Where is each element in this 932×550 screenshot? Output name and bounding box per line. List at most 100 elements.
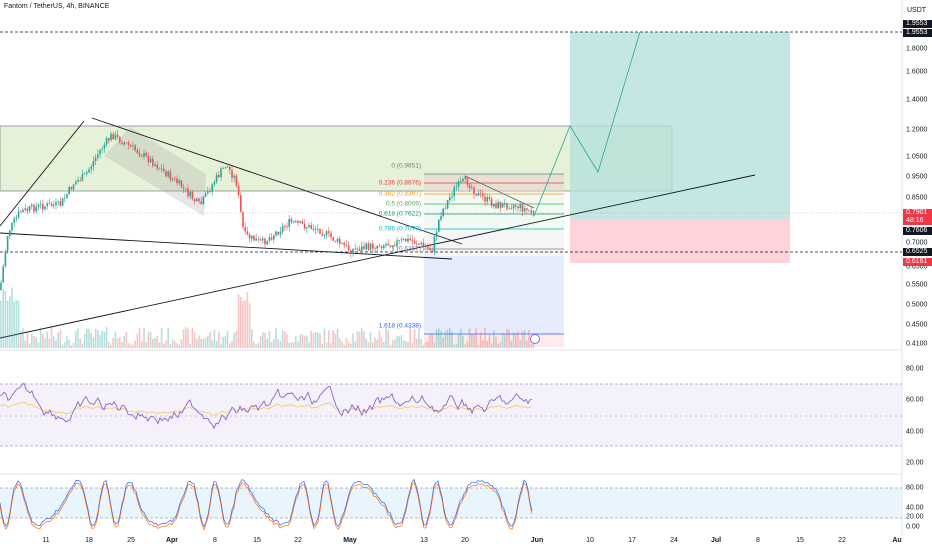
volume-bar bbox=[288, 342, 290, 348]
volume-bar bbox=[53, 336, 55, 348]
candle-body bbox=[402, 238, 405, 240]
volume-bar bbox=[114, 331, 117, 348]
candle-body bbox=[24, 208, 26, 210]
candle-body bbox=[0, 282, 2, 290]
volume-bar bbox=[125, 331, 128, 348]
candle-body bbox=[259, 239, 262, 241]
candle-body bbox=[191, 191, 194, 200]
volume-bar bbox=[471, 334, 473, 348]
candle-body bbox=[457, 181, 460, 187]
impulse-line bbox=[0, 120, 85, 227]
volume-bar bbox=[457, 333, 460, 348]
candle-body bbox=[376, 245, 378, 249]
volume-bar bbox=[383, 341, 385, 348]
candle-body bbox=[385, 243, 387, 246]
candle-body bbox=[387, 243, 389, 246]
volume-bar bbox=[180, 339, 183, 348]
time-tick: 22 bbox=[838, 537, 846, 544]
volume-bar bbox=[442, 337, 444, 348]
candle-body bbox=[121, 142, 123, 145]
volume-bar bbox=[530, 343, 532, 348]
candle-body bbox=[409, 238, 411, 240]
volume-bar bbox=[0, 300, 2, 348]
candle-body bbox=[189, 191, 191, 197]
candle-body bbox=[400, 239, 403, 241]
candle-body bbox=[262, 238, 264, 241]
candle-body bbox=[81, 174, 84, 181]
volume-bar bbox=[354, 341, 356, 348]
volume-bar bbox=[532, 339, 535, 348]
candle-body bbox=[418, 244, 420, 246]
volume-bar bbox=[376, 339, 378, 348]
candle-body bbox=[440, 216, 442, 220]
candle-body bbox=[130, 145, 132, 147]
candle-body bbox=[464, 176, 466, 179]
volume-bar bbox=[213, 329, 216, 348]
stoch-tick: 40.00 bbox=[906, 504, 924, 512]
target-price-tag-secondary: 1.9553 bbox=[903, 29, 932, 37]
candle-body bbox=[213, 181, 216, 185]
target-price-tag: 1.9553 bbox=[903, 20, 932, 28]
ascending-trendline bbox=[0, 174, 756, 339]
volume-bar bbox=[259, 336, 262, 348]
candle-body bbox=[334, 240, 337, 242]
volume-bar bbox=[508, 329, 510, 348]
volume-bar bbox=[218, 331, 220, 348]
candle-body bbox=[251, 235, 253, 239]
take-profit-zone bbox=[570, 32, 790, 220]
volume-bar bbox=[341, 341, 343, 348]
candle-body bbox=[237, 185, 240, 196]
volume-bar bbox=[323, 328, 326, 348]
fib-level-label: 0.618 (0.7622) bbox=[378, 210, 421, 218]
candle-body bbox=[222, 167, 224, 169]
time-tick: 25 bbox=[127, 537, 135, 544]
fib-level-label: 1 (0.6367) bbox=[391, 245, 421, 253]
volume-bar bbox=[466, 341, 469, 348]
volume-bar bbox=[231, 340, 233, 348]
fib-level-label: 0.5 (0.8009) bbox=[385, 200, 421, 208]
candle-body bbox=[383, 245, 385, 249]
candle-body bbox=[532, 210, 535, 213]
volume-bar bbox=[50, 327, 53, 348]
candle-body bbox=[242, 211, 244, 228]
candle-body bbox=[31, 204, 33, 207]
candle-body bbox=[350, 250, 352, 254]
volume-bar bbox=[191, 327, 194, 348]
volume-bar bbox=[26, 333, 29, 348]
volume-bar bbox=[343, 344, 345, 348]
candle-body bbox=[235, 175, 238, 186]
volume-bar bbox=[196, 339, 198, 348]
candle-body bbox=[70, 187, 73, 190]
volume-bar bbox=[398, 336, 400, 348]
candle-body bbox=[517, 206, 519, 209]
time-tick-month: May bbox=[343, 537, 357, 544]
volume-bar bbox=[268, 331, 271, 348]
candle-body bbox=[33, 204, 35, 212]
candle-body bbox=[297, 220, 299, 223]
candle-body bbox=[156, 164, 158, 169]
candle-body bbox=[449, 197, 451, 201]
volume-bar bbox=[460, 328, 462, 348]
volume-bar bbox=[493, 330, 495, 348]
candle-body bbox=[246, 231, 249, 235]
volume-bar bbox=[189, 343, 191, 348]
time-tick: 13 bbox=[420, 537, 428, 544]
volume-bar bbox=[79, 338, 81, 348]
candle-body bbox=[17, 211, 20, 218]
candle-body bbox=[143, 152, 145, 157]
volume-bar bbox=[490, 343, 493, 348]
volume-bar bbox=[22, 328, 24, 348]
volume-bar bbox=[407, 341, 409, 348]
volume-bar bbox=[477, 344, 480, 348]
candle-body bbox=[215, 174, 218, 182]
candle-body bbox=[66, 193, 68, 198]
candle-body bbox=[28, 206, 31, 211]
volume-bar bbox=[464, 344, 466, 348]
volume-bar bbox=[299, 334, 301, 348]
candle-body bbox=[477, 193, 480, 196]
candle-body bbox=[182, 187, 185, 189]
candle-body bbox=[253, 235, 255, 241]
volume-bar bbox=[167, 327, 169, 348]
